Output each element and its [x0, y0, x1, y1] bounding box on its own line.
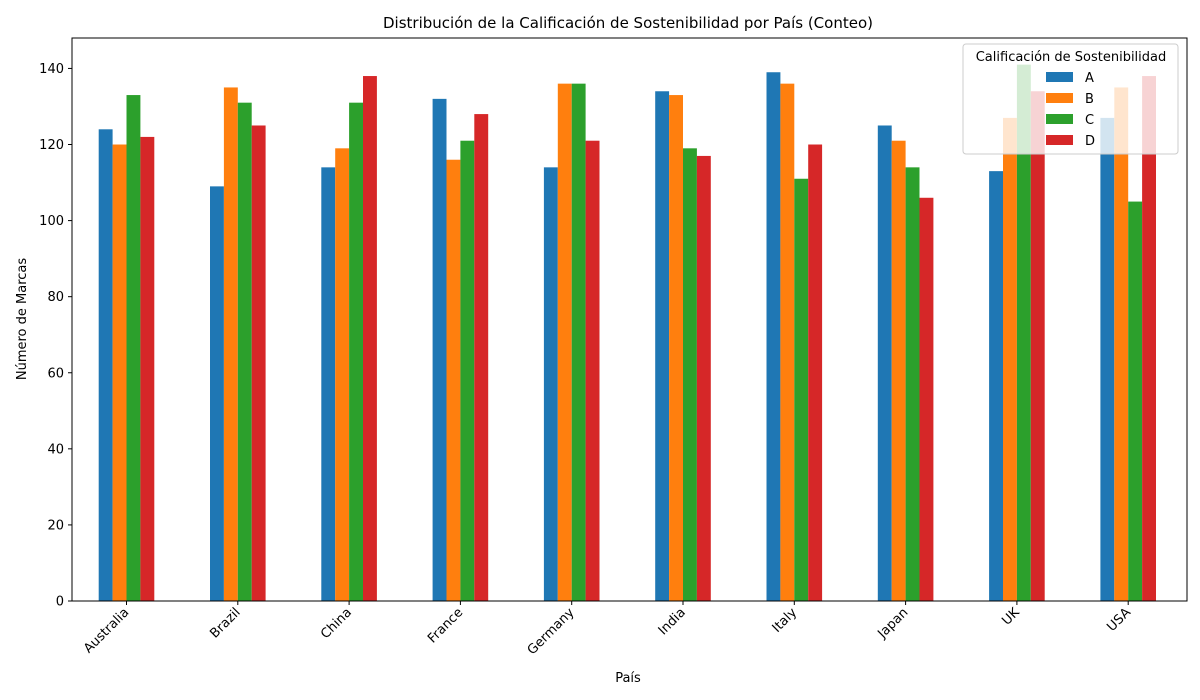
bar-B-USA: [1114, 87, 1129, 601]
bar-C-India: [683, 148, 697, 601]
x-tick-label-India: India: [656, 605, 689, 638]
bar-C-Brazil: [237, 102, 252, 602]
bar-A-India: [655, 91, 670, 601]
bar-A-Australia: [98, 129, 113, 602]
bar-C-Germany: [571, 83, 586, 601]
bar-C-Italy: [794, 178, 809, 601]
bar-D-China: [363, 76, 377, 602]
bar-B-Italy: [780, 83, 795, 601]
bar-B-France: [446, 159, 461, 602]
x-tick-label-China: China: [318, 605, 355, 642]
bar-A-Italy: [766, 72, 781, 602]
bar-C-USA: [1128, 201, 1143, 601]
bar-D-India: [696, 155, 711, 601]
bar-C-UK: [1016, 64, 1031, 601]
x-tick-label-Germany: Germany: [525, 605, 578, 658]
y-tick-label: 60: [47, 366, 64, 381]
bar-B-Germany: [557, 83, 572, 601]
x-tick-label-UK: UK: [999, 605, 1023, 629]
bar-D-UK: [1030, 91, 1045, 601]
legend-title: Calificación de Sostenibilidad: [976, 50, 1167, 65]
x-tick-label-Japan: Japan: [874, 605, 911, 642]
y-tick-label: 40: [47, 442, 64, 457]
y-tick-label: 20: [47, 518, 64, 533]
bar-B-China: [335, 148, 350, 601]
bar-B-UK: [1003, 117, 1017, 601]
bar-A-Japan: [877, 125, 892, 602]
bar-A-France: [432, 98, 447, 602]
legend-label-A: A: [1085, 71, 1094, 86]
legend-swatch-B: [1046, 93, 1073, 103]
bar-A-UK: [989, 171, 1003, 601]
x-tick-label-Australia: Australia: [81, 605, 132, 656]
legend-swatch-C: [1046, 114, 1073, 124]
bar-D-Italy: [808, 144, 823, 601]
bar-D-Brazil: [251, 125, 266, 602]
legend-label-D: D: [1085, 134, 1095, 149]
x-axis-label: País: [615, 671, 641, 686]
bar-D-USA: [1142, 76, 1156, 602]
bar-C-Japan: [905, 167, 920, 601]
legend-swatch-A: [1046, 72, 1073, 82]
y-axis-label: Número de Marcas: [15, 258, 30, 381]
bar-D-Australia: [140, 136, 155, 601]
bar-B-India: [669, 95, 683, 601]
x-tick-label-France: France: [425, 605, 466, 646]
y-tick-label: 100: [39, 214, 64, 229]
bar-A-China: [321, 167, 336, 601]
bar-C-France: [460, 140, 475, 601]
y-tick-label: 0: [56, 595, 64, 610]
bar-D-Japan: [919, 197, 934, 601]
bar-A-USA: [1100, 117, 1115, 601]
bar-B-Australia: [112, 144, 127, 601]
x-tick-label-USA: USA: [1104, 605, 1134, 635]
legend-label-C: C: [1085, 113, 1094, 128]
chart-title: Distribución de la Calificación de Soste…: [383, 14, 873, 32]
legend-swatch-D: [1046, 135, 1073, 145]
y-tick-label: 120: [39, 138, 64, 153]
legend-label-B: B: [1085, 92, 1094, 107]
bar-B-Brazil: [223, 87, 238, 601]
x-tick-label-Brazil: Brazil: [207, 605, 243, 641]
bar-A-Brazil: [210, 186, 224, 602]
y-tick-label: 80: [47, 290, 64, 305]
bar-C-China: [349, 102, 363, 602]
bar-C-Australia: [126, 95, 141, 601]
plot-frame: [71, 37, 1188, 602]
bar-A-Germany: [543, 167, 558, 601]
x-tick-label-Italy: Italy: [770, 605, 801, 636]
y-tick-label: 140: [39, 62, 64, 77]
bar-D-France: [474, 114, 489, 601]
bar-D-Germany: [585, 140, 600, 601]
bar-B-Japan: [891, 140, 906, 601]
bars-group: [98, 64, 1156, 602]
